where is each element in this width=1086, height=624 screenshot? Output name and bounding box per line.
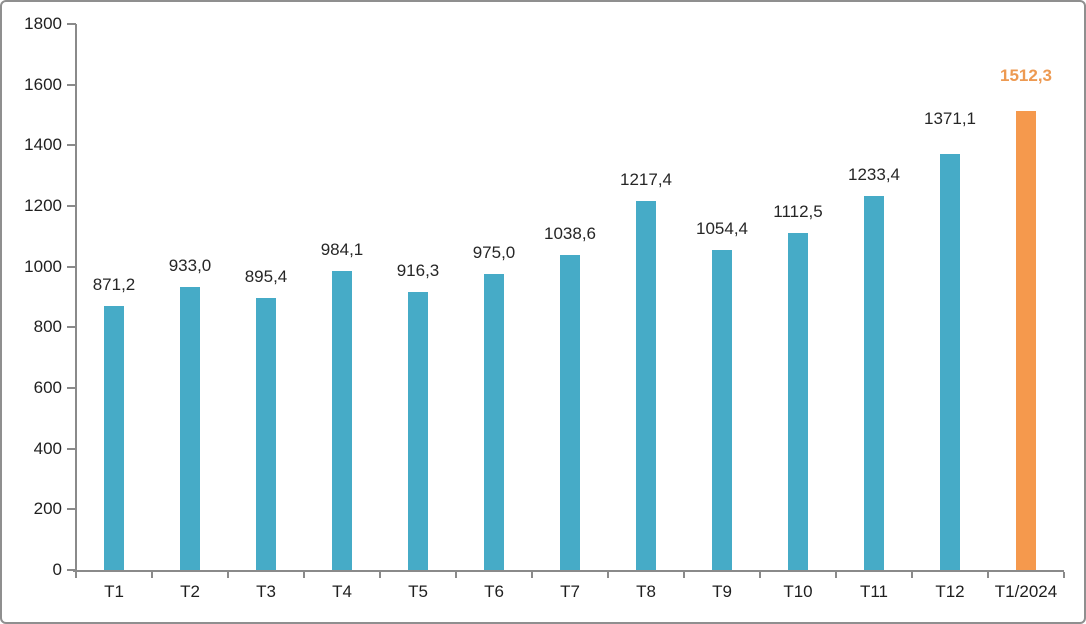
bar-t9 (712, 250, 732, 570)
x-tick-label: T7 (560, 582, 580, 601)
x-tick-label: T12 (935, 582, 965, 601)
x-tick-mark (455, 572, 457, 578)
bar-value-label: 975,0 (472, 243, 516, 262)
x-tick-label: T11 (859, 582, 889, 601)
y-tick-label: 600 (33, 378, 62, 397)
bar-t5 (408, 292, 428, 570)
bar-value-label: 871,2 (92, 275, 136, 294)
y-tick-mark (67, 205, 76, 207)
bar-value-label: 895,4 (244, 267, 288, 286)
bar-t1 (104, 306, 124, 570)
x-tick-mark (75, 572, 77, 578)
x-tick-mark (303, 572, 305, 578)
bar-value-label: 1217,4 (620, 170, 672, 189)
x-tick-mark (227, 572, 229, 578)
x-tick-mark (987, 572, 989, 578)
x-tick-label: T4 (332, 582, 352, 601)
bar-value-label: 1054,4 (696, 219, 748, 238)
bar-t6 (484, 274, 504, 570)
x-tick-label: T8 (636, 582, 656, 601)
bar-t12 (940, 154, 960, 570)
y-tick-mark (67, 569, 76, 571)
y-tick-mark (67, 144, 76, 147)
bar-value-label: 984,1 (320, 240, 364, 259)
y-tick-mark (67, 326, 76, 329)
bar-value-label: 1112,5 (773, 202, 823, 221)
x-tick-mark (835, 572, 837, 578)
x-tick-label: T9 (712, 582, 732, 601)
x-tick-mark (759, 572, 761, 578)
x-tick-mark (531, 572, 533, 578)
x-axis-line (73, 570, 1064, 572)
y-tick-label: 1600 (24, 74, 62, 94)
y-axis-line (75, 24, 77, 572)
x-tick-mark (151, 572, 153, 578)
bar-value-label: 1512,3 (1000, 66, 1052, 85)
bar-value-label: 933,0 (168, 256, 212, 275)
y-tick-mark (67, 265, 76, 268)
bar-t8 (636, 201, 656, 570)
x-tick-mark (607, 572, 609, 578)
bar-t3 (256, 298, 276, 570)
bar-t11 (864, 196, 884, 570)
y-tick-label: 1000 (24, 256, 62, 276)
bar-value-label: 1233,4 (848, 165, 900, 184)
y-tick-label: 1200 (24, 196, 62, 215)
bar-t2 (180, 287, 200, 570)
y-tick-mark (67, 387, 76, 389)
x-tick-label: T10 (783, 582, 813, 601)
x-tick-mark (379, 572, 381, 578)
y-tick-label: 0 (52, 560, 62, 579)
x-tick-mark (911, 572, 913, 578)
x-tick-label: T1/2024 (994, 582, 1058, 601)
x-tick-label: T1 (104, 582, 124, 601)
y-tick-label: 1800 (24, 14, 62, 33)
x-tick-label: T3 (256, 582, 276, 601)
y-tick-mark (67, 447, 76, 450)
x-tick-label: T5 (408, 582, 428, 601)
bar-value-label: 1038,6 (544, 224, 596, 243)
y-tick-label: 1400 (24, 135, 62, 155)
y-tick-mark (67, 508, 76, 511)
bar-value-label: 916,3 (396, 261, 440, 280)
y-tick-label: 400 (33, 438, 62, 458)
y-tick-label: 200 (33, 499, 62, 519)
bar-t10 (788, 233, 808, 570)
x-tick-label: T6 (484, 582, 504, 601)
y-tick-mark (67, 23, 76, 25)
bar-value-label: 1371,1 (924, 109, 976, 128)
y-tick-mark (67, 83, 76, 86)
x-tick-mark (1063, 572, 1065, 578)
x-tick-label: T2 (180, 582, 200, 601)
y-tick-label: 800 (33, 317, 62, 337)
x-tick-mark (683, 572, 685, 578)
bar-t7 (560, 255, 580, 570)
bar-t1-2024 (1016, 111, 1036, 570)
bar-t4 (332, 271, 352, 570)
